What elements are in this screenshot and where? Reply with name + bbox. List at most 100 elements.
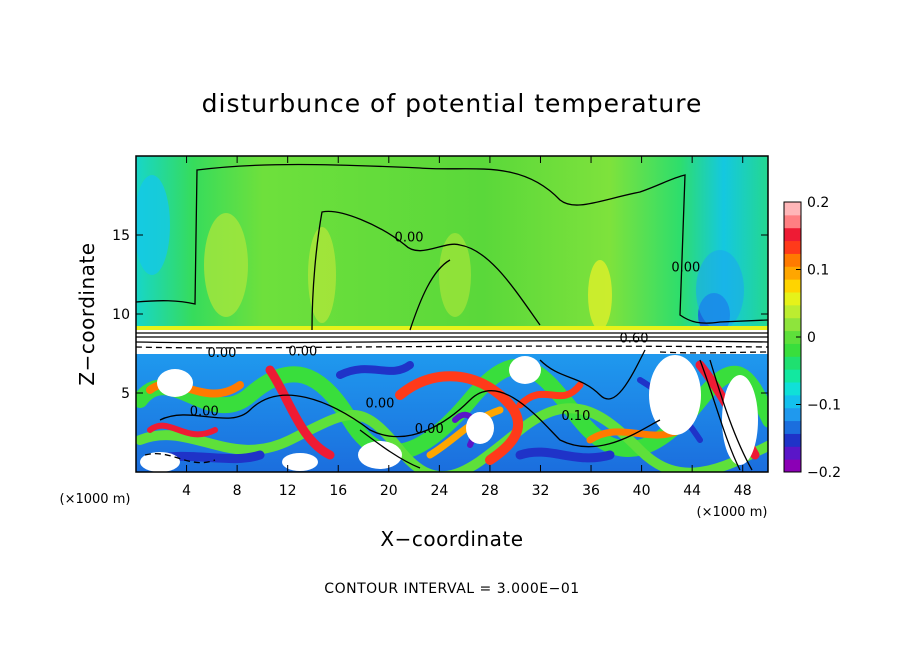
y-tick-label: 15 <box>112 228 130 244</box>
interface-yellow <box>136 326 768 330</box>
upper-cyan-patch <box>696 250 744 330</box>
eddy-cold <box>336 361 414 379</box>
colorbar-segment <box>784 240 801 254</box>
x-tick-label: 16 <box>329 483 347 499</box>
colorbar-segment <box>784 433 801 447</box>
contour-labels: 0.00 0.00 0.60 0.00 0.00 0.00 0.00 0.00 0.10 <box>190 231 701 437</box>
x-unit-label: (×1000 m) <box>697 505 768 520</box>
x-tick-label: 44 <box>683 483 701 499</box>
x-tick-label: 20 <box>380 483 398 499</box>
colorbar-segment <box>784 317 801 332</box>
x-tick-label: 32 <box>532 483 550 499</box>
contour-value-label: 0.10 <box>561 409 590 424</box>
contour-value-label: 0.00 <box>671 261 700 276</box>
upper-plume <box>308 227 336 323</box>
y-axis-label: Z−coordinate <box>75 242 99 385</box>
x-tick-label: 40 <box>633 483 651 499</box>
upper-plume <box>204 213 248 317</box>
colorbar-segment <box>784 304 801 319</box>
eddy-warm <box>426 406 504 459</box>
colorbar-segment <box>784 330 801 344</box>
contour-line <box>159 390 661 448</box>
upper-cyan-patch <box>136 175 170 275</box>
eddy-warm <box>395 371 524 465</box>
eddy-white <box>722 375 758 465</box>
x-tick-label: 8 <box>233 483 242 499</box>
colorbar-segment <box>784 420 801 434</box>
colorbar-segment <box>784 446 801 460</box>
x-tick-label: 48 <box>734 483 752 499</box>
z-unit-label: (×1000 m) <box>60 492 131 507</box>
colorbar-segment <box>784 266 801 280</box>
colorbar-tick-label: 0 <box>807 330 816 346</box>
eddy-white <box>509 356 541 384</box>
eddy-warm <box>147 422 218 438</box>
colorbar-segment <box>784 459 801 473</box>
colorbar-segment <box>784 253 801 267</box>
colorbar-segment <box>784 343 801 357</box>
contour-lines <box>136 163 768 471</box>
chart-title: disturbunce of potential temperature <box>202 89 703 118</box>
contour-value-label: 0.00 <box>415 422 444 437</box>
contour-line <box>136 340 768 344</box>
colorbar-segment <box>784 394 801 409</box>
x-tick-label: 28 <box>481 483 499 499</box>
contour-value-label: 0.00 <box>190 404 219 419</box>
eddy-cold <box>515 447 615 463</box>
upper-plume <box>439 233 471 317</box>
eddy-warm <box>265 365 335 460</box>
colorbar-segment <box>784 202 801 216</box>
colorbar-tick-label: −0.1 <box>807 398 841 414</box>
colorbar-tick-label: 0.2 <box>807 195 829 211</box>
colorbar-segment <box>784 369 801 383</box>
colorbar-segment <box>784 279 801 293</box>
colorbar-segment <box>784 292 801 306</box>
x-ticks: 4 8 12 16 20 24 28 32 36 40 44 48 <box>182 156 752 499</box>
contour-line <box>359 429 421 469</box>
x-axis-label: X−coordinate <box>380 527 523 551</box>
contour-line <box>709 359 753 471</box>
contour-line <box>144 453 216 464</box>
eddy-green <box>136 403 768 472</box>
y-ticks: 5 10 15 <box>112 228 768 402</box>
eddy-white <box>466 412 494 444</box>
contour-line <box>311 210 541 331</box>
x-tick-label: 4 <box>182 483 191 499</box>
heatmap-field <box>136 156 768 472</box>
contour-line <box>136 345 768 349</box>
colorbar-segment <box>784 214 801 229</box>
contour-line <box>659 351 768 354</box>
x-tick-label: 12 <box>279 483 297 499</box>
contour-value-label: 0.00 <box>395 231 424 246</box>
contour-line <box>409 259 451 331</box>
eddy-white <box>649 355 701 435</box>
colorbar-segment <box>784 407 801 422</box>
colorbar-segment <box>784 356 801 370</box>
y-tick-label: 10 <box>112 307 130 323</box>
colorbar: 0.2 0.1 0 −0.1 −0.2 <box>783 195 841 481</box>
contour-line <box>136 163 768 324</box>
eddy-white <box>140 452 180 472</box>
contour-interval-note: CONTOUR INTERVAL = 3.000E−01 <box>324 581 579 597</box>
colorbar-tick-label: −0.2 <box>807 465 841 481</box>
colorbar-segment <box>784 227 801 242</box>
contour-value-label: 0.00 <box>288 344 317 359</box>
colorbar-tick-label: 0.1 <box>807 263 829 279</box>
upper-plume <box>588 260 612 330</box>
x-tick-label: 24 <box>430 483 448 499</box>
contour-value-label: 0.60 <box>620 332 649 347</box>
eddy-white <box>282 453 318 471</box>
turbulent-eddies <box>136 355 768 472</box>
contour-line <box>539 349 646 400</box>
eddy-warm <box>516 381 584 409</box>
contour-line <box>699 359 741 471</box>
contour-value-label: 0.00 <box>207 346 236 361</box>
colorbar-ticks: 0.2 0.1 0 −0.1 −0.2 <box>796 195 841 481</box>
colorbar-segment <box>784 382 801 396</box>
eddy-white <box>358 441 402 469</box>
y-tick-label: 5 <box>121 386 130 402</box>
x-tick-label: 36 <box>582 483 600 499</box>
eddy-white <box>157 369 193 397</box>
contour-value-label: 0.00 <box>365 396 394 411</box>
